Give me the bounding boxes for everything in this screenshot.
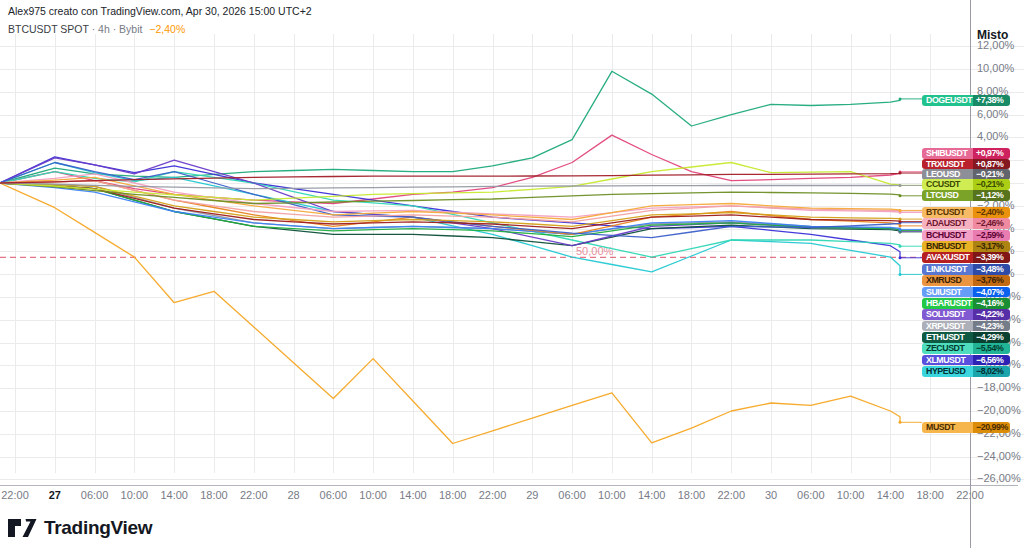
svg-text:50,00%: 50,00% — [576, 245, 614, 257]
